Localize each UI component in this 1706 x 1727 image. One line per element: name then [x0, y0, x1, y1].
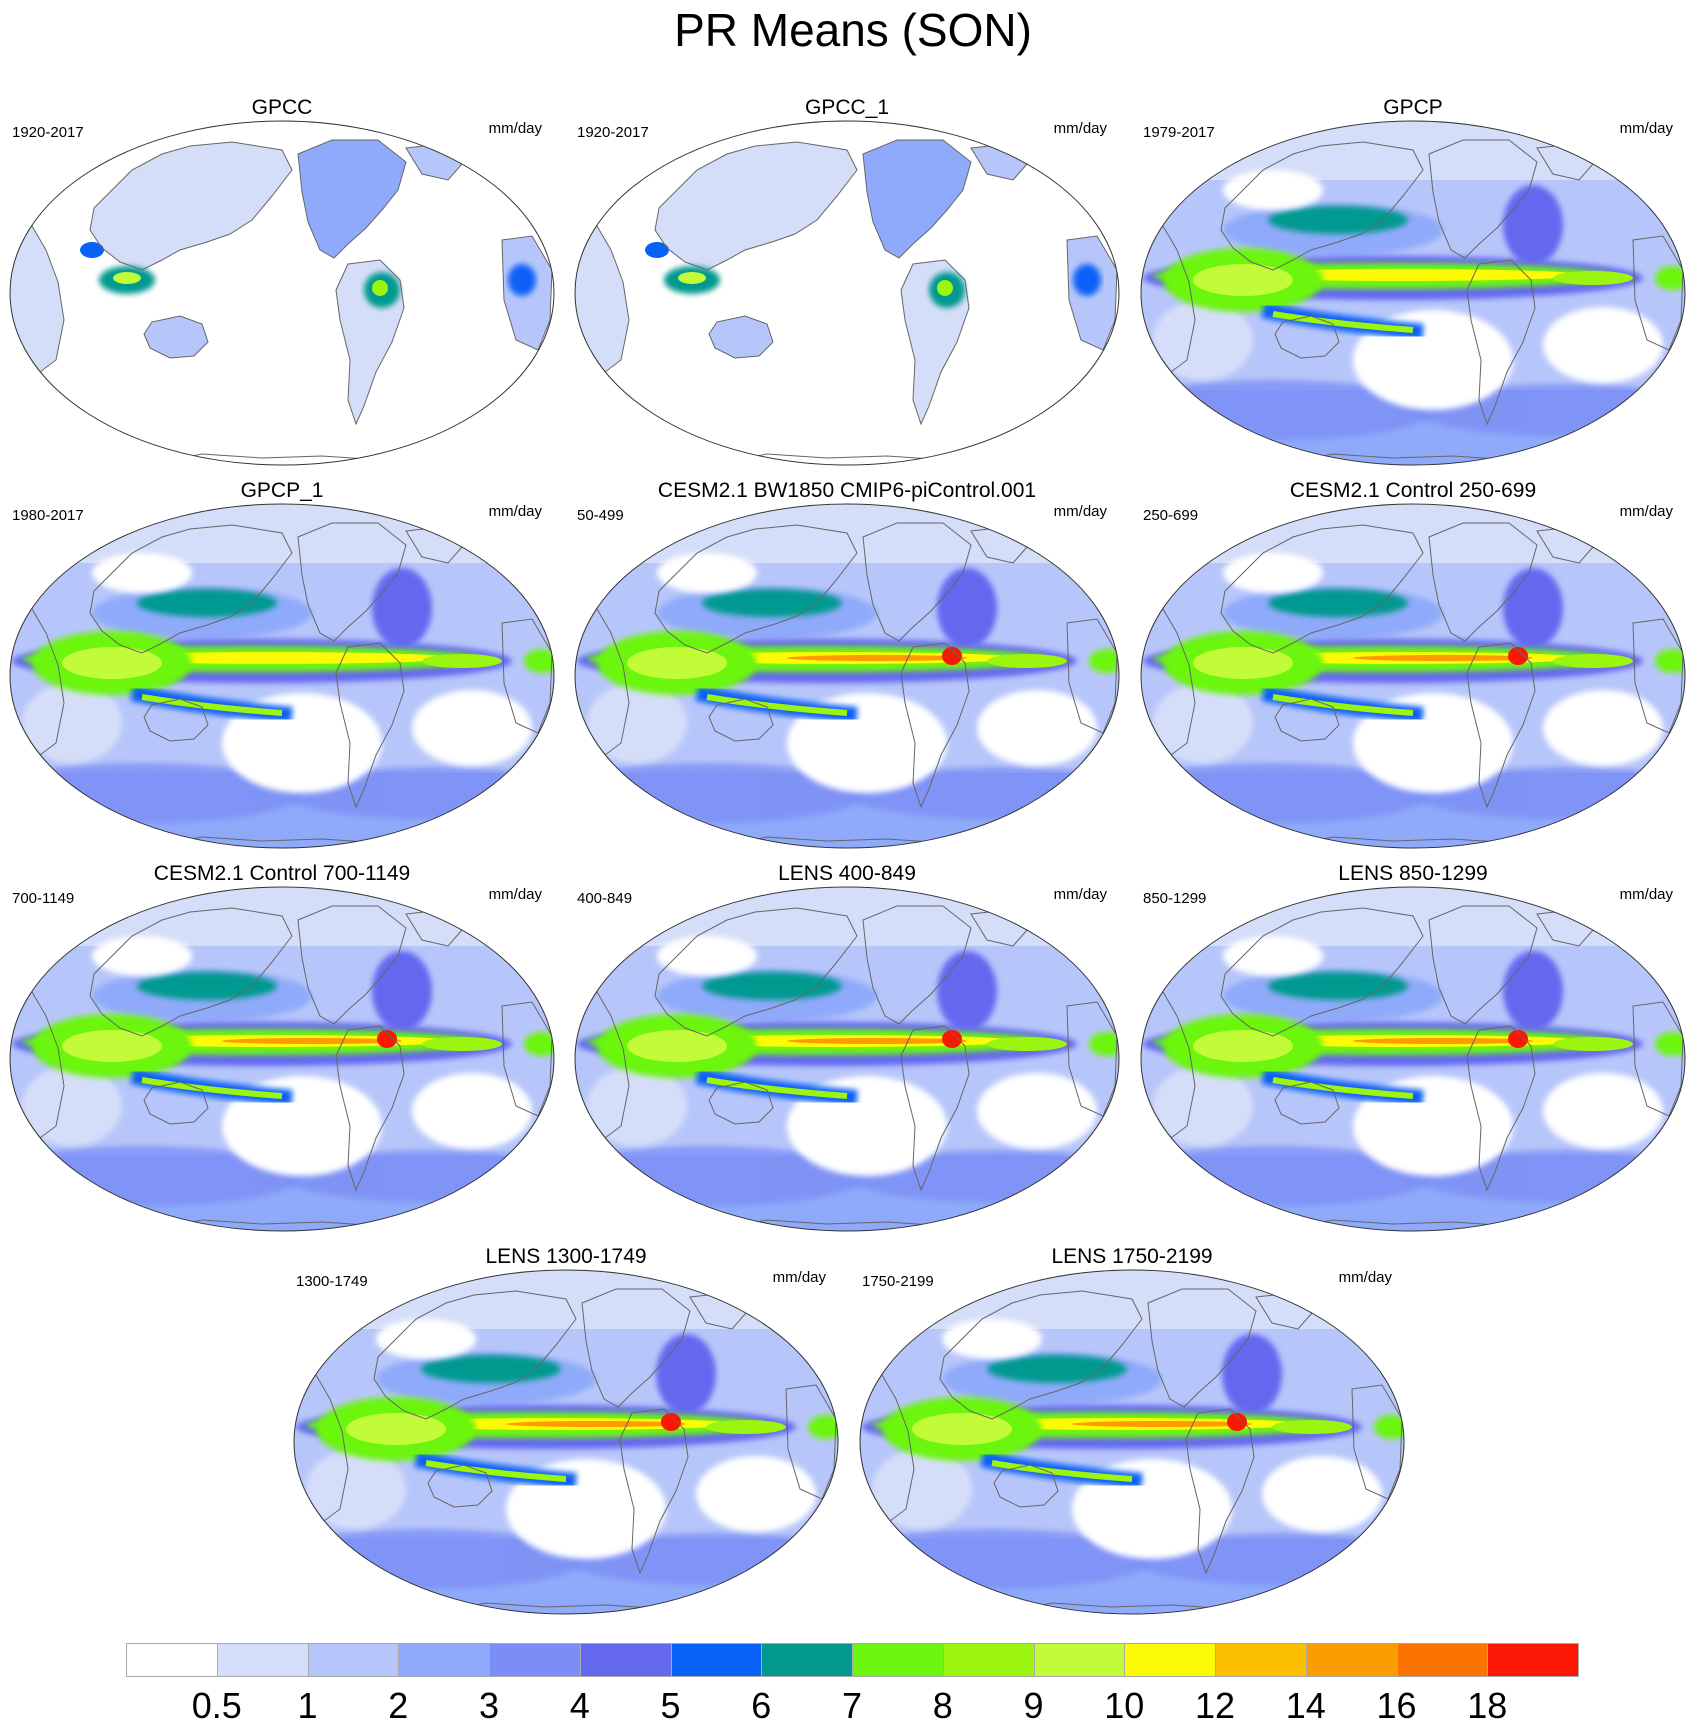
panel-period: 1750-2199	[862, 1273, 934, 1290]
colorbar-swatch	[1124, 1643, 1216, 1677]
panel-units: mm/day	[1338, 1269, 1392, 1286]
precip-map	[859, 1269, 1405, 1615]
map-panel: GPCC 1920-2017 mm/day	[2, 96, 562, 476]
panel-units: mm/day	[1619, 886, 1673, 903]
panel-units: mm/day	[488, 503, 542, 520]
colorbar-swatch	[126, 1643, 218, 1677]
panel-title: GPCP_1	[240, 479, 324, 502]
colorbar-label: 6	[751, 1685, 772, 1726]
map-panel: CESM2.1 Control 700-1149 700-1149 mm/day	[2, 862, 562, 1242]
precip-map	[9, 503, 555, 849]
colorbar-swatch	[942, 1643, 1035, 1677]
colorbar-swatch	[761, 1643, 853, 1677]
colorbar-swatch	[670, 1643, 763, 1677]
colorbar-label: 10	[1104, 1685, 1145, 1726]
colorbar-swatch	[1487, 1643, 1579, 1677]
panel-period: 50-499	[577, 507, 624, 524]
precip-map	[574, 503, 1120, 849]
panel-title: GPCC_1	[804, 96, 890, 119]
colorbar-swatch	[1215, 1643, 1307, 1677]
colorbar-label: 16	[1376, 1685, 1417, 1726]
precip-map	[1140, 886, 1686, 1232]
panel-units: mm/day	[1053, 886, 1107, 903]
panel-period: 1920-2017	[12, 124, 84, 141]
panel-units: mm/day	[488, 120, 542, 137]
map-panel: LENS 1300-1749 1300-1749 mm/day	[286, 1245, 846, 1625]
precip-map	[574, 886, 1120, 1232]
panel-title: LENS 400-849	[778, 862, 916, 885]
panel-title: GPCP	[1383, 96, 1443, 119]
panel-units: mm/day	[1619, 503, 1673, 520]
panel-period: 850-1299	[1143, 890, 1207, 907]
panel-units: mm/day	[772, 1269, 826, 1286]
colorbar-label: 3	[478, 1685, 500, 1726]
panel-title: CESM2.1 BW1850 CMIP6-piControl.001	[657, 479, 1037, 502]
precip-map	[1140, 120, 1686, 466]
colorbar-swatch	[579, 1643, 672, 1677]
precip-map	[9, 886, 555, 1232]
colorbar: 0.5 1 2 3 4 5 6 7 8 9 10 12 14 16 18	[126, 1643, 1579, 1727]
colorbar-swatch	[1033, 1643, 1126, 1677]
colorbar-label: 7	[841, 1685, 863, 1726]
figure-title: PR Means (SON)	[674, 4, 1032, 56]
colorbar-label: 12	[1194, 1685, 1236, 1726]
panel-title: LENS 1300-1749	[485, 1245, 647, 1268]
map-panel: CESM2.1 Control 250-699 250-699 mm/day	[1133, 479, 1693, 859]
panel-units: mm/day	[1619, 120, 1673, 137]
map-panel: LENS 1750-2199 1750-2199 mm/day	[852, 1245, 1412, 1625]
precip-map	[574, 120, 1120, 466]
colorbar-swatch	[489, 1643, 581, 1677]
map-panel: GPCP 1979-2017 mm/day	[1133, 96, 1693, 476]
colorbar-label: 18	[1467, 1685, 1508, 1726]
colorbar-swatch	[852, 1643, 944, 1677]
map-panel: LENS 850-1299 850-1299 mm/day	[1133, 862, 1693, 1242]
colorbar-label: 14	[1285, 1685, 1326, 1726]
precip-map	[9, 120, 555, 466]
map-panel: LENS 400-849 400-849 mm/day	[567, 862, 1127, 1242]
panel-period: 1979-2017	[1143, 124, 1215, 141]
precip-map	[293, 1269, 839, 1615]
panel-units: mm/day	[488, 886, 542, 903]
panel-period: 1920-2017	[577, 124, 649, 141]
map-panel: CESM2.1 BW1850 CMIP6-piControl.001 50-49…	[567, 479, 1127, 859]
panel-title: CESM2.1 Control 700-1149	[153, 862, 411, 885]
panel-title: CESM2.1 Control 250-699	[1289, 479, 1537, 502]
colorbar-label: 1	[297, 1685, 318, 1726]
panel-title: LENS 850-1299	[1338, 862, 1488, 885]
colorbar-swatch	[398, 1643, 490, 1677]
colorbar-label: 0.5	[191, 1685, 242, 1726]
colorbar-label: 2	[388, 1685, 409, 1726]
colorbar-swatch	[1305, 1643, 1398, 1677]
panel-period: 700-1149	[12, 890, 75, 907]
colorbar-swatch	[1396, 1643, 1489, 1677]
precip-map	[1140, 503, 1686, 849]
colorbar-label: 5	[660, 1685, 681, 1726]
panel-period: 400-849	[577, 890, 633, 907]
colorbar-label: 8	[932, 1685, 953, 1726]
colorbar-swatch	[216, 1643, 309, 1677]
colorbar-label: 4	[569, 1685, 590, 1726]
map-panel: GPCP_1 1980-2017 mm/day	[2, 479, 562, 859]
panel-period: 1300-1749	[296, 1273, 368, 1290]
panel-period: 250-699	[1143, 507, 1199, 524]
panel-units: mm/day	[1053, 120, 1107, 137]
panel-title: GPCC	[251, 96, 313, 119]
panel-units: mm/day	[1053, 503, 1107, 520]
map-panel: GPCC_1 1920-2017 mm/day	[567, 96, 1127, 476]
panel-title: LENS 1750-2199	[1051, 1245, 1213, 1268]
colorbar-label: 9	[1023, 1685, 1044, 1726]
panel-period: 1980-2017	[12, 507, 84, 524]
colorbar-swatch	[307, 1643, 400, 1677]
